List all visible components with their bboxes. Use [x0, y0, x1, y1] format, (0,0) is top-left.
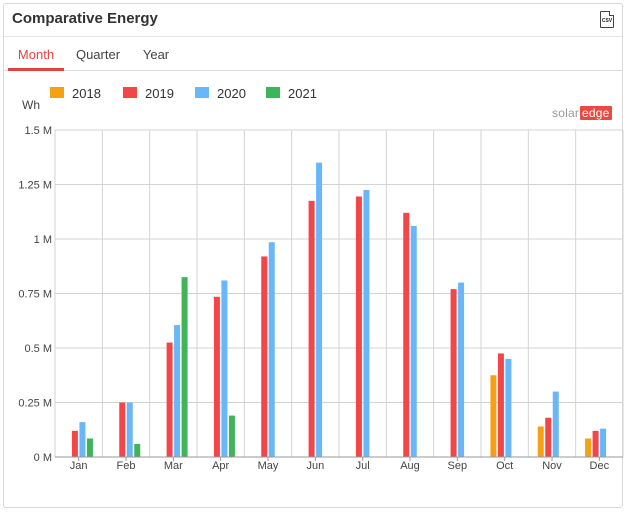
tab-month[interactable]: Month — [8, 36, 64, 71]
x-tick-label: Jan — [70, 460, 88, 472]
bar-2020-jan[interactable] — [79, 422, 86, 457]
tab-quarter[interactable]: Quarter — [75, 47, 121, 62]
x-tick-label: Dec — [590, 460, 610, 472]
legend-swatch-2020[interactable] — [195, 87, 209, 98]
panel-header: Comparative Energy CSV — [4, 4, 622, 37]
y-tick-label: 0.5 M — [24, 343, 52, 355]
y-tick-label: 0 M — [34, 452, 52, 464]
y-tick-label: 1 M — [34, 234, 52, 246]
x-tick-label: Sep — [448, 460, 468, 472]
bar-2020-mar[interactable] — [174, 325, 181, 457]
bar-2020-dec[interactable] — [600, 428, 607, 457]
csv-icon-label: CSV — [601, 18, 613, 24]
solaredge-logo: solar edge — [552, 106, 612, 120]
bar-2018-nov[interactable] — [537, 426, 544, 457]
x-tick-label: Jun — [306, 460, 324, 472]
bar-2019-sep[interactable] — [450, 289, 457, 457]
logo-text: solar — [552, 106, 580, 120]
x-tick-label: Feb — [117, 460, 136, 472]
bar-2019-nov[interactable] — [545, 417, 552, 457]
legend-swatch-2019[interactable] — [123, 87, 137, 98]
x-tick-label: Mar — [164, 460, 183, 472]
bar-2020-oct[interactable] — [505, 358, 512, 457]
bar-2021-mar[interactable] — [181, 277, 188, 457]
period-tabs: Month Quarter Year — [4, 36, 622, 71]
bar-2021-apr[interactable] — [228, 415, 235, 457]
bar-2018-oct[interactable] — [490, 375, 497, 457]
x-tick-label: May — [258, 460, 279, 472]
bar-2019-oct[interactable] — [497, 353, 504, 457]
legend-label-2021[interactable]: 2021 — [288, 86, 317, 101]
x-tick-label: Apr — [212, 460, 229, 472]
bar-2019-may[interactable] — [261, 256, 268, 457]
bar-2020-sep[interactable] — [458, 282, 465, 457]
y-tick-label: 1.25 M — [18, 180, 52, 192]
bar-2019-dec[interactable] — [592, 430, 599, 457]
y-tick-label: 0.25 M — [18, 398, 52, 410]
bar-2020-jul[interactable] — [363, 189, 370, 457]
csv-export-icon[interactable]: CSV — [600, 11, 614, 28]
bar-2020-feb[interactable] — [126, 402, 133, 458]
x-tick-label: Jul — [356, 460, 370, 472]
bar-2019-jun[interactable] — [308, 200, 315, 457]
bar-2021-feb[interactable] — [134, 443, 141, 457]
bar-2019-aug[interactable] — [403, 212, 410, 457]
legend-swatch-2021[interactable] — [266, 87, 280, 98]
bar-2020-may[interactable] — [268, 242, 275, 457]
legend-swatch-2018[interactable] — [50, 87, 64, 98]
bar-2019-apr[interactable] — [213, 296, 220, 457]
bar-2019-feb[interactable] — [119, 402, 126, 458]
x-tick-label: Oct — [496, 460, 513, 472]
bar-2020-aug[interactable] — [410, 225, 417, 457]
legend-label-2018[interactable]: 2018 — [72, 86, 101, 101]
bar-2019-jul[interactable] — [355, 196, 362, 458]
y-axis-label: Wh — [22, 98, 40, 112]
bar-2020-nov[interactable] — [552, 391, 559, 457]
y-tick-label: 1.5 M — [24, 125, 52, 137]
tab-year[interactable]: Year — [142, 47, 170, 62]
x-tick-label: Nov — [542, 460, 562, 472]
bar-2021-jan[interactable] — [86, 438, 93, 457]
panel-title: Comparative Energy — [12, 10, 158, 27]
bar-2019-mar[interactable] — [166, 342, 173, 457]
legend-label-2019[interactable]: 2019 — [145, 86, 174, 101]
x-tick-label: Aug — [400, 460, 420, 472]
bar-2020-jun[interactable] — [316, 162, 323, 457]
bar-2018-dec[interactable] — [585, 438, 592, 457]
bar-2019-jan[interactable] — [71, 430, 78, 457]
logo-emphasis: edge — [580, 106, 612, 120]
bar-2020-apr[interactable] — [221, 280, 228, 457]
legend-label-2020[interactable]: 2020 — [217, 86, 246, 101]
y-tick-label: 0.75 M — [18, 289, 52, 301]
